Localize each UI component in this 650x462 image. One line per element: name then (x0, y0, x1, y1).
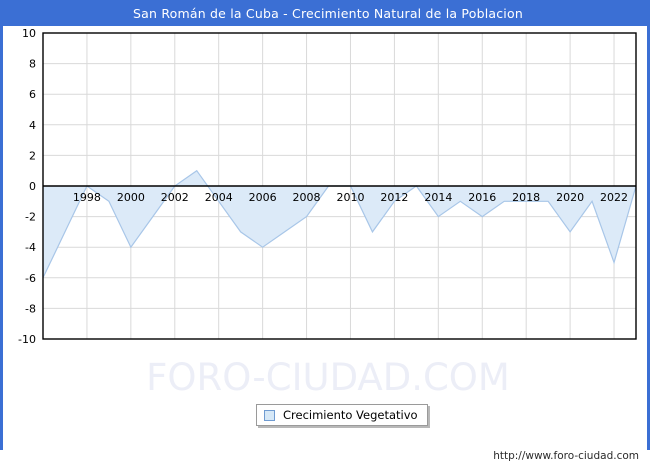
x-axis-tick-label: 2000 (117, 191, 145, 204)
y-axis-tick-label: -6 (25, 272, 36, 285)
x-axis-tick-label: 2008 (293, 191, 321, 204)
chart-svg: 10 8 6 4 2 0 -2 -4 -6 -8 -10 1998 2000 2002 2004 2006 20… (18, 27, 637, 346)
y-axis-tick-label: 8 (29, 58, 36, 71)
x-axis-tick-label: 2006 (249, 191, 277, 204)
y-axis-tick-label: 0 (29, 180, 36, 193)
series-area-crecimiento-vegetativo (43, 170, 636, 278)
x-axis-tick-label: 2012 (380, 191, 408, 204)
y-axis-tick-label: -4 (25, 241, 36, 254)
y-axis-tick-label: -10 (18, 333, 36, 346)
plot-border (42, 32, 637, 340)
x-axis-tick-label: 2020 (556, 191, 584, 204)
plot-area: 10 8 6 4 2 0 -2 -4 -6 -8 -10 1998 2000 2002 2004 2006 20… (3, 26, 650, 462)
x-axis-tick-label: 2016 (468, 191, 496, 204)
chart-title-bar: San Román de la Cuba - Crecimiento Natur… (3, 0, 650, 26)
legend-label: Crecimiento Vegetativo (283, 408, 418, 422)
x-axis-tick-label: 2018 (512, 191, 540, 204)
x-axis-tick-label: 2010 (336, 191, 364, 204)
y-axis-tick-label: 10 (22, 27, 36, 40)
chart-legend: Crecimiento Vegetativo (256, 404, 428, 426)
y-axis-tick-label: -8 (25, 302, 36, 315)
footer-url: http://www.foro-ciudad.com (493, 450, 639, 462)
x-axis-tick-label: 1998 (73, 191, 101, 204)
x-axis-tick-label: 2022 (600, 191, 628, 204)
y-axis-tick-label: 2 (29, 149, 36, 162)
x-axis-tick-label: 2004 (205, 191, 233, 204)
page-title: San Román de la Cuba - Crecimiento Natur… (133, 5, 523, 21)
y-axis-tick-label: 6 (29, 88, 36, 101)
y-axis-tick-label: -2 (25, 211, 36, 224)
y-axis-tick-label: 4 (29, 119, 36, 132)
legend-swatch-icon (264, 409, 275, 421)
x-axis-tick-label: 2014 (424, 191, 452, 204)
x-axis-tick-label: 2002 (161, 191, 189, 204)
